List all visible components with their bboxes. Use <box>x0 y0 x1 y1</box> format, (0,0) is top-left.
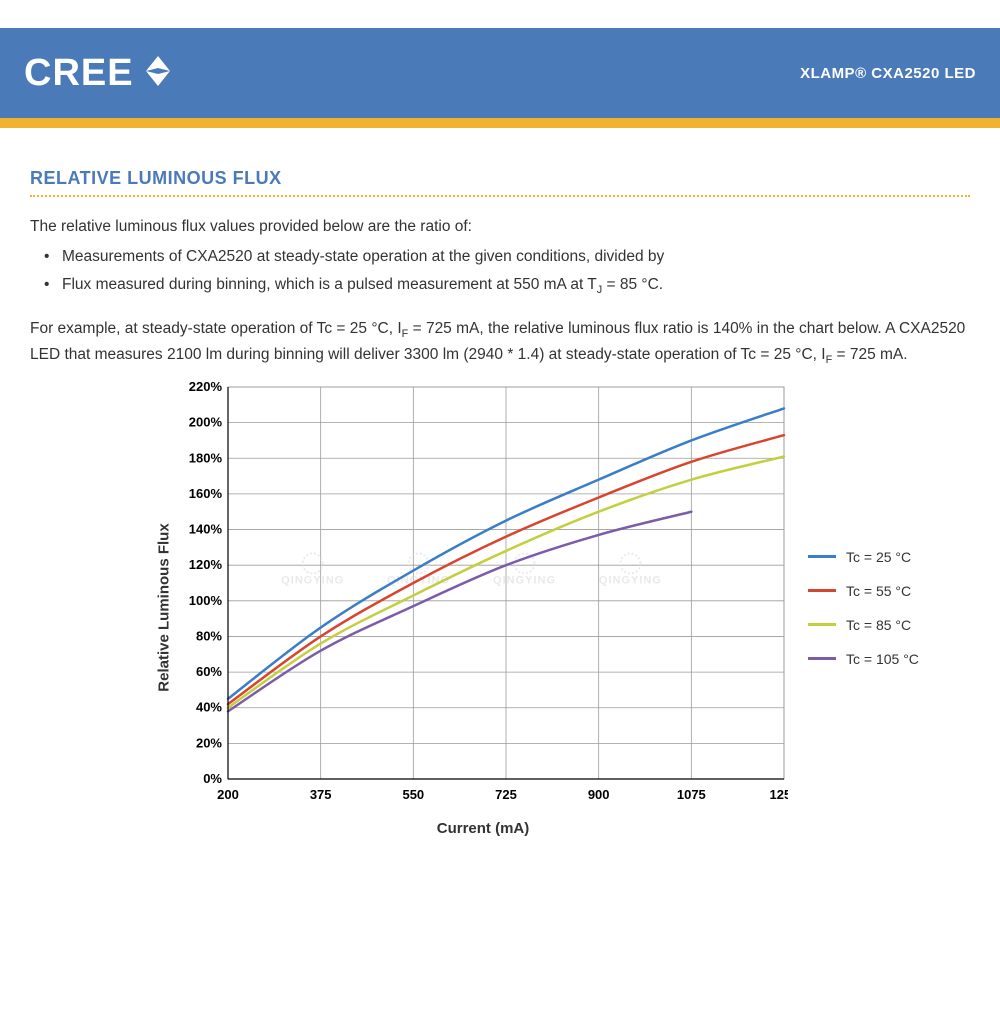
svg-text:80%: 80% <box>196 628 222 643</box>
svg-text:160%: 160% <box>189 486 223 501</box>
example-paragraph: For example, at steady-state operation o… <box>30 317 970 369</box>
legend-label: Tc = 105 °C <box>846 651 919 667</box>
example-c: = 725 mA. <box>832 346 907 363</box>
svg-text:QINGYING: QINGYING <box>599 574 662 586</box>
logo-block: CREE <box>24 52 172 95</box>
chart-legend: Tc = 25 °C Tc = 55 °C Tc = 85 °C Tc = 105 °… <box>788 379 919 837</box>
accent-strip <box>0 118 1000 128</box>
svg-text:1075: 1075 <box>677 787 706 802</box>
svg-text:180%: 180% <box>189 450 223 465</box>
svg-text:725: 725 <box>495 787 517 802</box>
svg-text:QINGYING: QINGYING <box>493 574 556 586</box>
legend-swatch <box>808 555 836 558</box>
svg-text:20%: 20% <box>196 735 222 750</box>
svg-text:120%: 120% <box>189 557 223 572</box>
legend-label: Tc = 55 °C <box>846 583 911 599</box>
svg-text:140%: 140% <box>189 521 223 536</box>
svg-text:550: 550 <box>402 787 424 802</box>
legend-item: Tc = 105 °C <box>808 651 919 667</box>
legend-item: Tc = 25 °C <box>808 549 919 565</box>
svg-text:QINGYING: QINGYING <box>281 574 344 586</box>
bullet-2: Flux measured during binning, which is a… <box>42 273 970 299</box>
logo-diamond-icon <box>144 54 172 93</box>
section-title: RELATIVE LUMINOUS FLUX <box>30 168 970 189</box>
bullet-2-tail: = 85 °C. <box>602 276 663 293</box>
bullet-2-head: Flux measured during binning, which is a… <box>62 276 597 293</box>
legend-swatch <box>808 589 836 592</box>
ylabel-column: Relative Luminous Flux <box>150 379 178 837</box>
intro-bullets: Measurements of CXA2520 at steady-state … <box>30 245 970 299</box>
svg-text:200: 200 <box>217 787 239 802</box>
chart-ylabel: Relative Luminous Flux <box>156 524 173 692</box>
example-a: For example, at steady-state operation o… <box>30 320 402 337</box>
bullet-1: Measurements of CXA2520 at steady-state … <box>42 245 970 269</box>
legend-item: Tc = 85 °C <box>808 617 919 633</box>
svg-text:40%: 40% <box>196 699 222 714</box>
legend-item: Tc = 55 °C <box>808 583 919 599</box>
svg-text:100%: 100% <box>189 593 223 608</box>
legend-swatch <box>808 623 836 626</box>
logo-text: CREE <box>24 52 134 95</box>
header-banner: CREE XLAMP® CXA2520 LED <box>0 28 1000 118</box>
legend-label: Tc = 25 °C <box>846 549 911 565</box>
dotted-rule <box>30 195 970 197</box>
svg-text:1250: 1250 <box>770 787 788 802</box>
svg-text:220%: 220% <box>189 379 223 394</box>
svg-text:200%: 200% <box>189 414 223 429</box>
product-name: XLAMP® CXA2520 LED <box>800 65 976 82</box>
chart-xlabel: Current (mA) <box>178 820 788 837</box>
content-area: RELATIVE LUMINOUS FLUX The relative lumi… <box>0 128 1000 847</box>
svg-text:60%: 60% <box>196 664 222 679</box>
flux-chart: 0% 20% 40% 60% 80% 100% 120% 140% 160% 180% 200% 22… <box>178 379 788 809</box>
chart-wrapper: Relative Luminous Flux 0% 20% 40% 60% 80% 100… <box>150 379 940 837</box>
svg-text:0%: 0% <box>203 771 222 786</box>
intro-text: The relative luminous flux values provid… <box>30 215 970 239</box>
svg-text:375: 375 <box>310 787 332 802</box>
legend-label: Tc = 85 °C <box>846 617 911 633</box>
plot-column: 0% 20% 40% 60% 80% 100% 120% 140% 160% 180% 200% 22… <box>178 379 788 837</box>
svg-text:900: 900 <box>588 787 610 802</box>
legend-swatch <box>808 657 836 660</box>
